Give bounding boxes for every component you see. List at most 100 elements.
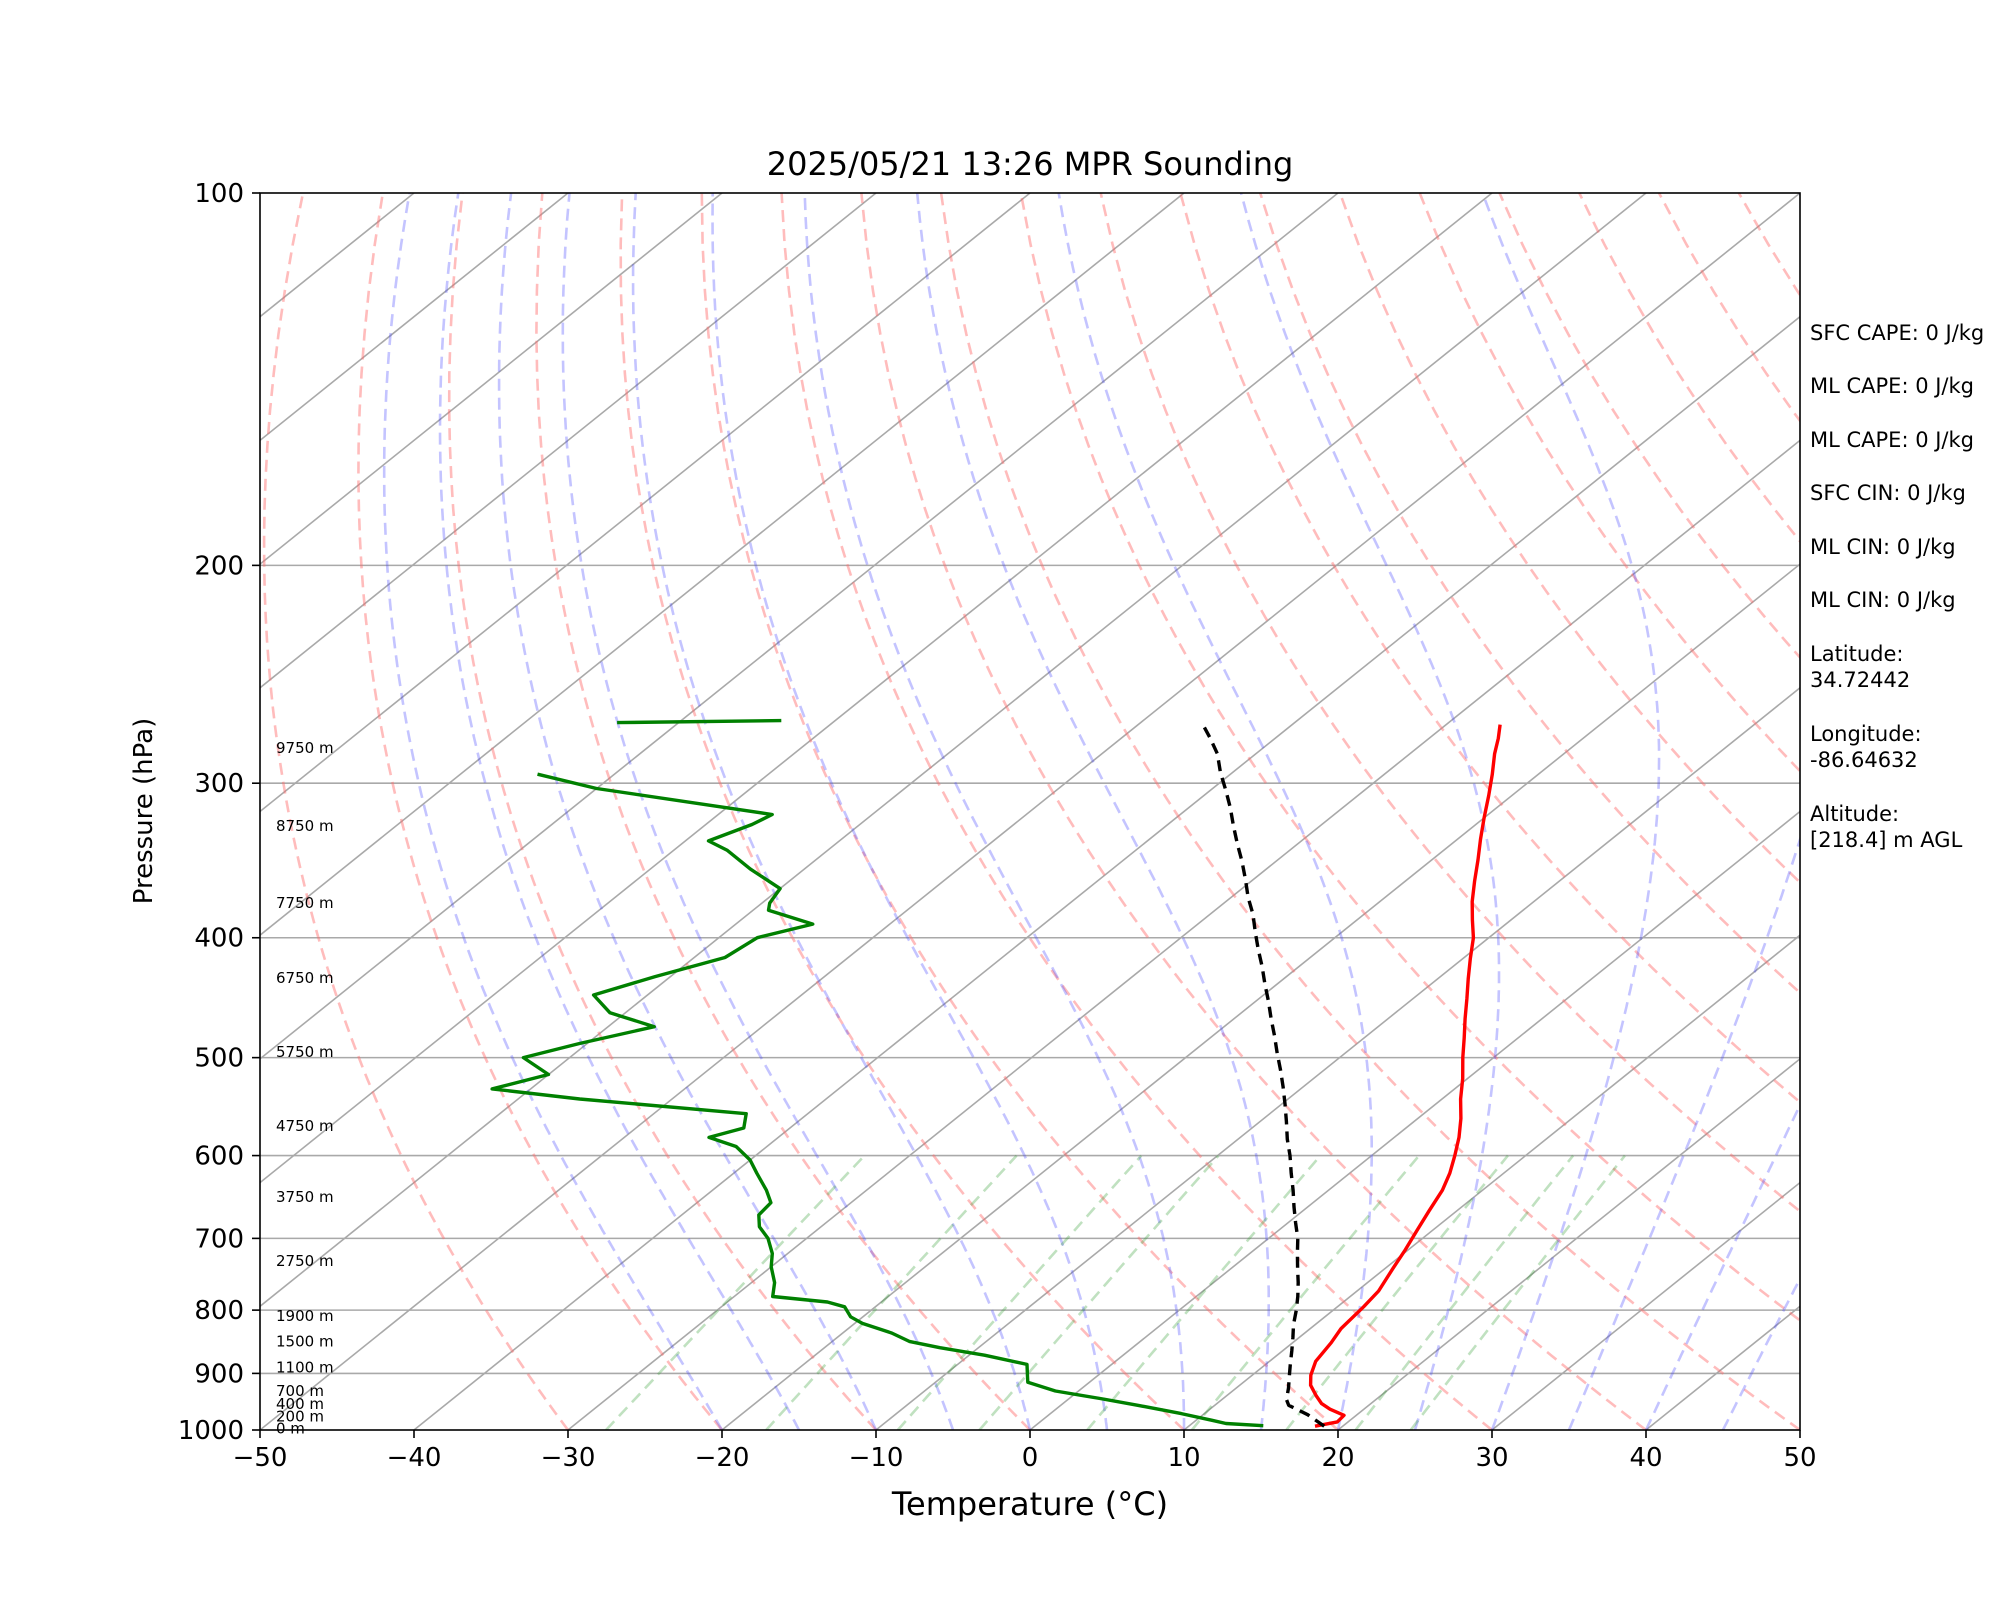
dry-adiabat-line [447, 193, 877, 1430]
y-tick-label: 500 [194, 1044, 244, 1074]
isotherm-line [875, 686, 1800, 1430]
profile-line [1201, 723, 1326, 1428]
mixing-ratio-line [896, 1154, 1143, 1430]
dry-adiabat-line [780, 193, 1493, 1430]
height-label: 400 m [276, 1395, 324, 1413]
x-axis-ticks: −50 −40 −30 −20 −10 0 10 20 30 40 50 [233, 1430, 1817, 1473]
mixing-ratio-line [765, 1154, 1018, 1430]
x-tick-label: −40 [387, 1443, 442, 1473]
isotherm-line [567, 439, 1800, 1430]
moist-adiabat-line [1481, 193, 1661, 1430]
height-label: 3750 m [276, 1188, 334, 1206]
y-tick-label: 300 [194, 769, 244, 799]
annotation-text: SFC CAPE: 0 J/kg [1810, 321, 1985, 345]
background-reference-lines [260, 193, 1800, 1430]
isotherm-line [260, 193, 1493, 1184]
profile-line [1308, 724, 1502, 1428]
x-tick-label: −50 [233, 1443, 288, 1473]
height-label: 700 m [276, 1382, 324, 1400]
x-tick-label: 0 [1022, 1443, 1039, 1473]
moist-adiabat-line [1567, 193, 1800, 1430]
dry-adiabat-line [1338, 193, 1800, 885]
height-label: 2750 m [276, 1252, 334, 1270]
isotherm-line [260, 193, 1031, 813]
x-tick-label: 50 [1783, 1443, 1816, 1473]
height-label: 0 m [276, 1419, 305, 1437]
isotherm-line [1491, 1181, 1800, 1430]
isotherm-line [260, 193, 1339, 1060]
x-tick-label: −30 [541, 1443, 596, 1473]
dry-adiabat-line [262, 193, 570, 1430]
profile-line [617, 718, 782, 725]
height-label: 4750 m [276, 1117, 334, 1135]
height-label: 1900 m [276, 1307, 334, 1325]
y-tick-label: 1000 [178, 1416, 244, 1446]
mixing-ratio-line [1086, 1154, 1322, 1430]
moist-adiabat-line [1721, 1275, 1800, 1430]
isotherm-line [1337, 1057, 1800, 1430]
moist-adiabat-line [382, 193, 724, 1430]
moist-adiabat-line [803, 193, 1186, 1430]
annotation-text: ML CIN: 0 J/kg [1810, 588, 1956, 612]
profile-line [490, 772, 1264, 1428]
dry-adiabat-line [1099, 193, 1800, 1213]
dry-adiabat-line [939, 193, 1800, 1430]
isotherm-line [721, 563, 1800, 1430]
mixing-ratio-line [1354, 1154, 1575, 1430]
x-tick-label: 40 [1629, 1443, 1662, 1473]
chart-title: 2025/05/21 13:26 MPR Sounding [767, 145, 1294, 183]
mixing-ratio-line [1190, 1154, 1420, 1430]
dry-adiabat-line [619, 193, 1185, 1430]
y-tick-label: 900 [194, 1359, 244, 1389]
x-tick-label: −10 [849, 1443, 904, 1473]
dry-adiabat-line [1418, 193, 1800, 773]
annotation-text: Latitude: 34.72442 [1810, 642, 1911, 692]
moist-adiabat-line [1057, 193, 1373, 1430]
height-label: 9750 m [276, 739, 334, 757]
height-label: 1100 m [276, 1358, 334, 1376]
y-tick-label: 100 [194, 179, 244, 209]
height-label: 7750 m [276, 894, 334, 912]
height-label: 8750 m [276, 817, 334, 835]
moist-adiabat-line [915, 193, 1270, 1430]
dry-adiabat-line [700, 193, 1339, 1430]
y-tick-label: 800 [194, 1296, 244, 1326]
isotherm-line [1183, 934, 1800, 1430]
annotation-text: Altitude: [218.4] m AGL [1810, 802, 1963, 852]
x-tick-label: 30 [1475, 1443, 1508, 1473]
sounding-profiles [490, 718, 1502, 1428]
moist-adiabat-line [438, 193, 801, 1430]
moist-adiabat-line [631, 193, 1032, 1430]
x-tick-label: 10 [1167, 1443, 1200, 1473]
dry-adiabat-line [860, 193, 1647, 1430]
y-axis-ticks: 100 200 300 400 500 600 700 800 900 1000 [178, 179, 260, 1446]
y-tick-label: 400 [194, 924, 244, 954]
y-axis-label: Pressure (hPa) [129, 718, 159, 905]
dry-adiabat-line [535, 193, 1031, 1430]
dry-adiabat-line [1019, 193, 1800, 1323]
isotherm-line [260, 193, 1800, 1430]
isotherm-line [260, 193, 877, 689]
height-label: 1500 m [276, 1332, 334, 1350]
y-tick-label: 700 [194, 1224, 244, 1254]
annotation-text: ML CAPE: 0 J/kg [1810, 374, 1975, 398]
isotherm-line [260, 193, 723, 566]
annotation-text: ML CIN: 0 J/kg [1810, 535, 1956, 559]
height-label: 6750 m [276, 969, 334, 987]
annotation-text: Longitude: -86.64632 [1810, 722, 1922, 772]
isotherm-line [413, 315, 1800, 1430]
x-tick-label: 20 [1321, 1443, 1354, 1473]
annotation-text: SFC CIN: 0 J/kg [1810, 481, 1966, 505]
y-tick-label: 600 [194, 1142, 244, 1172]
moist-adiabat-line [1644, 1101, 1800, 1430]
x-tick-label: −20 [695, 1443, 750, 1473]
x-axis-label: Temperature (°C) [891, 1485, 1168, 1523]
height-label: 5750 m [276, 1043, 334, 1061]
dry-adiabat-line [357, 193, 723, 1430]
mixing-ratio-line [978, 1154, 1220, 1430]
isotherm-line [1029, 810, 1800, 1430]
isotherm-line [260, 193, 569, 442]
isotherm-line [260, 193, 1647, 1308]
